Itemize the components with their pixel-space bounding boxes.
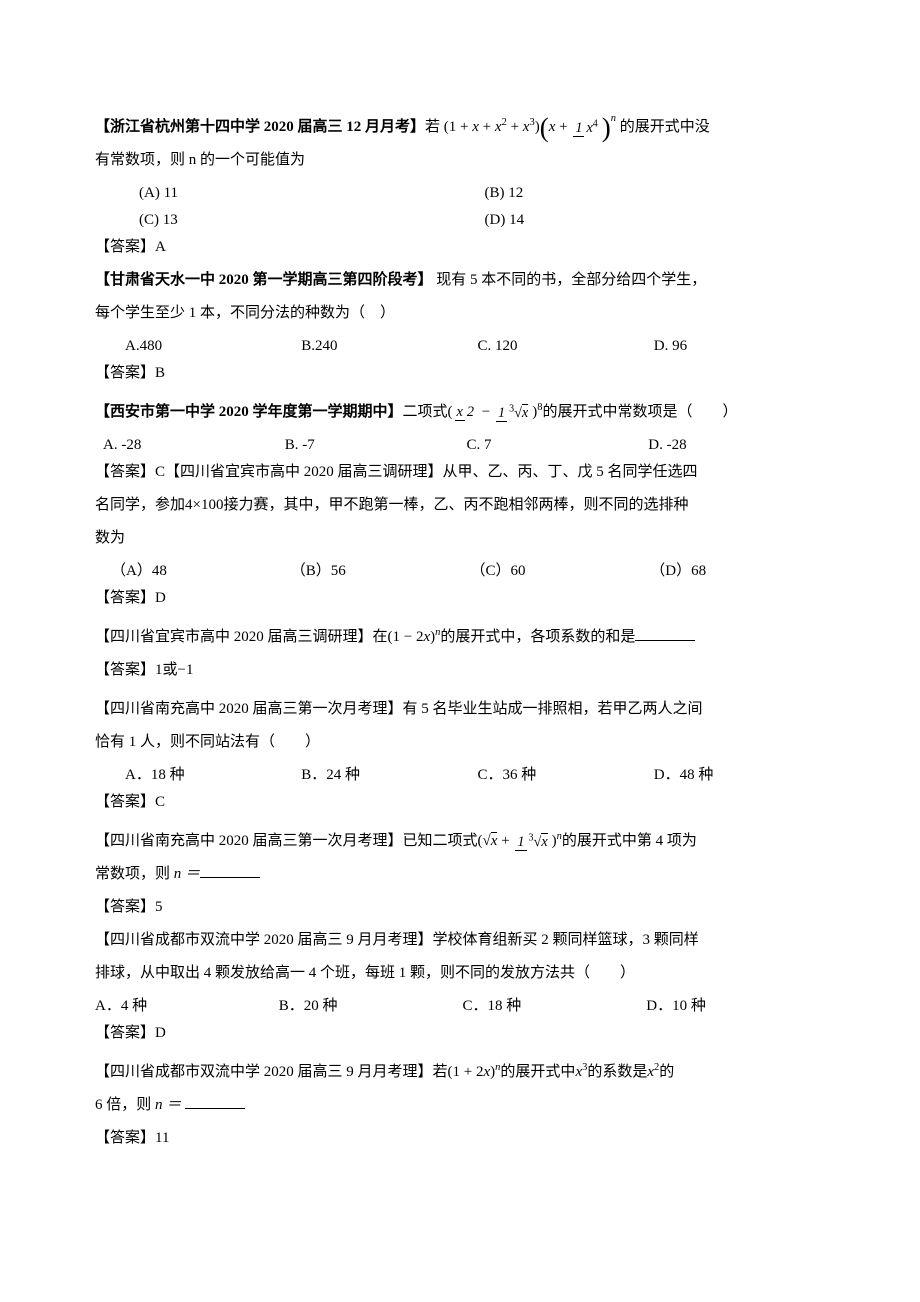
q2-options: A.480 B.240 C. 120 D. 96 [95,333,830,360]
q9-stem-a: 若 [433,1064,448,1080]
question-9: 【四川省成都市双流中学 2020 届高三 9 月月考理】若(1 + 2x)n的展… [95,1059,830,1086]
q1-stem-b: 的展开式中没 [616,119,710,135]
q8-opt-d: D．10 种 [646,993,830,1020]
q6-options: A．18 种 B．24 种 C．36 种 D．48 种 [95,762,830,789]
q1-stem-a: 若 [425,119,444,135]
q8-stem: 学校体育组新买 2 颗同样篮球，3 颗同样 [433,932,699,948]
q2-answer: 【答案】B [95,360,830,387]
q7-formula: (√x + 13√x)n [478,833,562,849]
question-3: 【西安市第一中学 2020 学年度第一学期期中】二项式(x2 − 13√x)8的… [95,399,830,426]
q1-opt-a: (A) 11 [139,180,485,207]
q8-opt-b: B．20 种 [279,993,463,1020]
question-2: 【甘肃省天水一中 2020 第一学期高三第四阶段考】 现有 5 本不同的书，全部… [95,267,830,294]
q3-stem-a: 二项式 [403,404,448,420]
q2-opt-d: D. 96 [654,333,830,360]
q3-stem-b: 的展开式中常数项是（ ） [542,404,737,420]
q1-answer: 【答案】A [95,234,830,261]
q4-opt-a: （A）48 [111,558,291,585]
q8-line2: 排球，从中取出 4 颗发放给高一 4 个班，每班 1 颗，则不同的发放方法共（ … [95,960,830,987]
q3-answer: 【答案】C [95,464,165,480]
q5-stem-a: 在 [373,629,388,645]
q6-opt-a: A．18 种 [125,762,301,789]
question-6: 【四川省南充高中 2020 届高三第一次月考理】有 5 名毕业生站成一排照相，若… [95,696,830,723]
q4-opt-c: （C）60 [471,558,651,585]
q9-line2: 6 倍，则 n ＝ [95,1092,830,1119]
q7-blank [200,862,260,878]
q6-title: 【四川省南充高中 2020 届高三第一次月考理】 [95,701,403,717]
q4-stem-part: 从甲、乙、丙、丁、戊 5 名同学任选四 [443,464,698,480]
q7-line2a: 常数项，则 [95,866,170,882]
q8-title: 【四川省成都市双流中学 2020 届高三 9 月月考理】 [95,932,433,948]
q4-options: （A）48 （B）56 （C）60 （D）68 [95,558,830,585]
q3-opt-d: D. -28 [648,432,830,459]
question-8: 【四川省成都市双流中学 2020 届高三 9 月月考理】学校体育组新买 2 颗同… [95,927,830,954]
q7-stem-b: 的展开式中第 4 项为 [562,833,697,849]
q4-answer: 【答案】D [95,585,830,612]
q1-options-row1: (A) 11 (B) 12 [95,180,830,207]
question-5: 【四川省宜宾市高中 2020 届高三调研理】在(1 − 2x)n的展开式中，各项… [95,624,830,651]
q9-line2b: n ＝ [151,1097,185,1113]
q3-title: 【西安市第一中学 2020 学年度第一学期期中】 [95,404,403,420]
question-7: 【四川省南充高中 2020 届高三第一次月考理】已知二项式(√x + 13√x)… [95,828,830,855]
q6-opt-b: B．24 种 [301,762,477,789]
q6-line2: 恰有 1 人，则不同站法有（ ） [95,729,830,756]
q7-line2: 常数项，则 n ＝ [95,861,830,888]
q7-title: 【四川省南充高中 2020 届高三第一次月考理】 [95,833,403,849]
q5-stem-b: 的展开式中，各项系数的和是 [440,629,635,645]
q8-opt-c: C．18 种 [463,993,647,1020]
q3-formula: (x2 − 13√x)8 [448,404,543,420]
q4-line1a: 名同学，参加 [95,497,185,513]
q9-blank [185,1093,245,1109]
q1-opt-b: (B) 12 [485,180,831,207]
q9-stem-c: 的系数是 [587,1064,647,1080]
q4-relay: 4×100 [185,497,223,513]
q9-title: 【四川省成都市双流中学 2020 届高三 9 月月考理】 [95,1064,433,1080]
q2-opt-b: B.240 [301,333,477,360]
q6-stem: 有 5 名毕业生站成一排照相，若甲乙两人之间 [403,701,703,717]
q4-line2: 数为 [95,525,830,552]
q4-opt-b: （B）56 [291,558,471,585]
q2-stem: 现有 5 本不同的书，全部分给四个学生， [433,272,707,288]
q6-opt-c: C．36 种 [478,762,654,789]
q6-answer: 【答案】C [95,789,830,816]
q8-answer: 【答案】D [95,1020,830,1047]
q8-options: A．4 种 B．20 种 C．18 种 D．10 种 [95,993,830,1020]
q6-opt-d: D．48 种 [654,762,830,789]
q5-formula: (1 − 2x)n [388,629,441,645]
q3-opt-c: C. 7 [467,432,649,459]
q7-answer: 【答案】5 [95,894,830,921]
q1-title: 【浙江省杭州第十四中学 2020 届高三 12 月月考】 [95,119,425,135]
q4-line1b: 接力赛，其中，甲不跑第一棒，乙、丙不跑相邻两棒，则不同的选排种 [223,497,688,513]
q3-options: A. -28 B. -7 C. 7 D. -28 [95,432,830,459]
q4-title: 【四川省宜宾市高中 2020 届高三调研理】 [165,464,443,480]
q2-opt-c: C. 120 [478,333,654,360]
q9-formula1: (1 + 2x)n [448,1064,501,1080]
q8-opt-a: A．4 种 [95,993,279,1020]
q9-line2a: 6 倍，则 [95,1097,151,1113]
q3-opt-b: B. -7 [285,432,467,459]
q5-blank [635,625,695,641]
q9-answer: 【答案】11 [95,1125,830,1152]
q2-line2: 每个学生至少 1 本，不同分法的种数为（ ） [95,300,830,327]
q1-line2: 有常数项，则 n 的一个可能值为 [95,147,830,174]
q3-opt-a: A. -28 [103,432,285,459]
q1-opt-d: (D) 14 [485,207,831,234]
q5-answer: 【答案】1或−1 [95,657,830,684]
q1-options-row2: (C) 13 (D) 14 [95,207,830,234]
q9-stem-b: 的展开式中 [500,1064,575,1080]
q9-x3: x3 [575,1064,587,1080]
q4-line1: 名同学，参加4×100接力赛，其中，甲不跑第一棒，乙、丙不跑相邻两棒，则不同的选… [95,492,830,519]
q1-formula: (1 + x + x2 + x3)(x + 1x4)n [444,119,616,135]
q4-opt-d: （D）68 [650,558,830,585]
q9-x2: x2 [647,1064,659,1080]
q2-title: 【甘肃省天水一中 2020 第一学期高三第四阶段考】 [95,272,433,288]
q9-stem-d: 的 [659,1064,674,1080]
q1-opt-c: (C) 13 [139,207,485,234]
question-1: 【浙江省杭州第十四中学 2020 届高三 12 月月考】若 (1 + x + x… [95,110,830,141]
q3-answer-and-next: 【答案】C【四川省宜宾市高中 2020 届高三调研理】从甲、乙、丙、丁、戊 5 … [95,459,830,486]
q7-stem-a: 已知二项式 [403,833,478,849]
q5-title: 【四川省宜宾市高中 2020 届高三调研理】 [95,629,373,645]
q2-opt-a: A.480 [125,333,301,360]
q7-line2b: n ＝ [170,866,200,882]
